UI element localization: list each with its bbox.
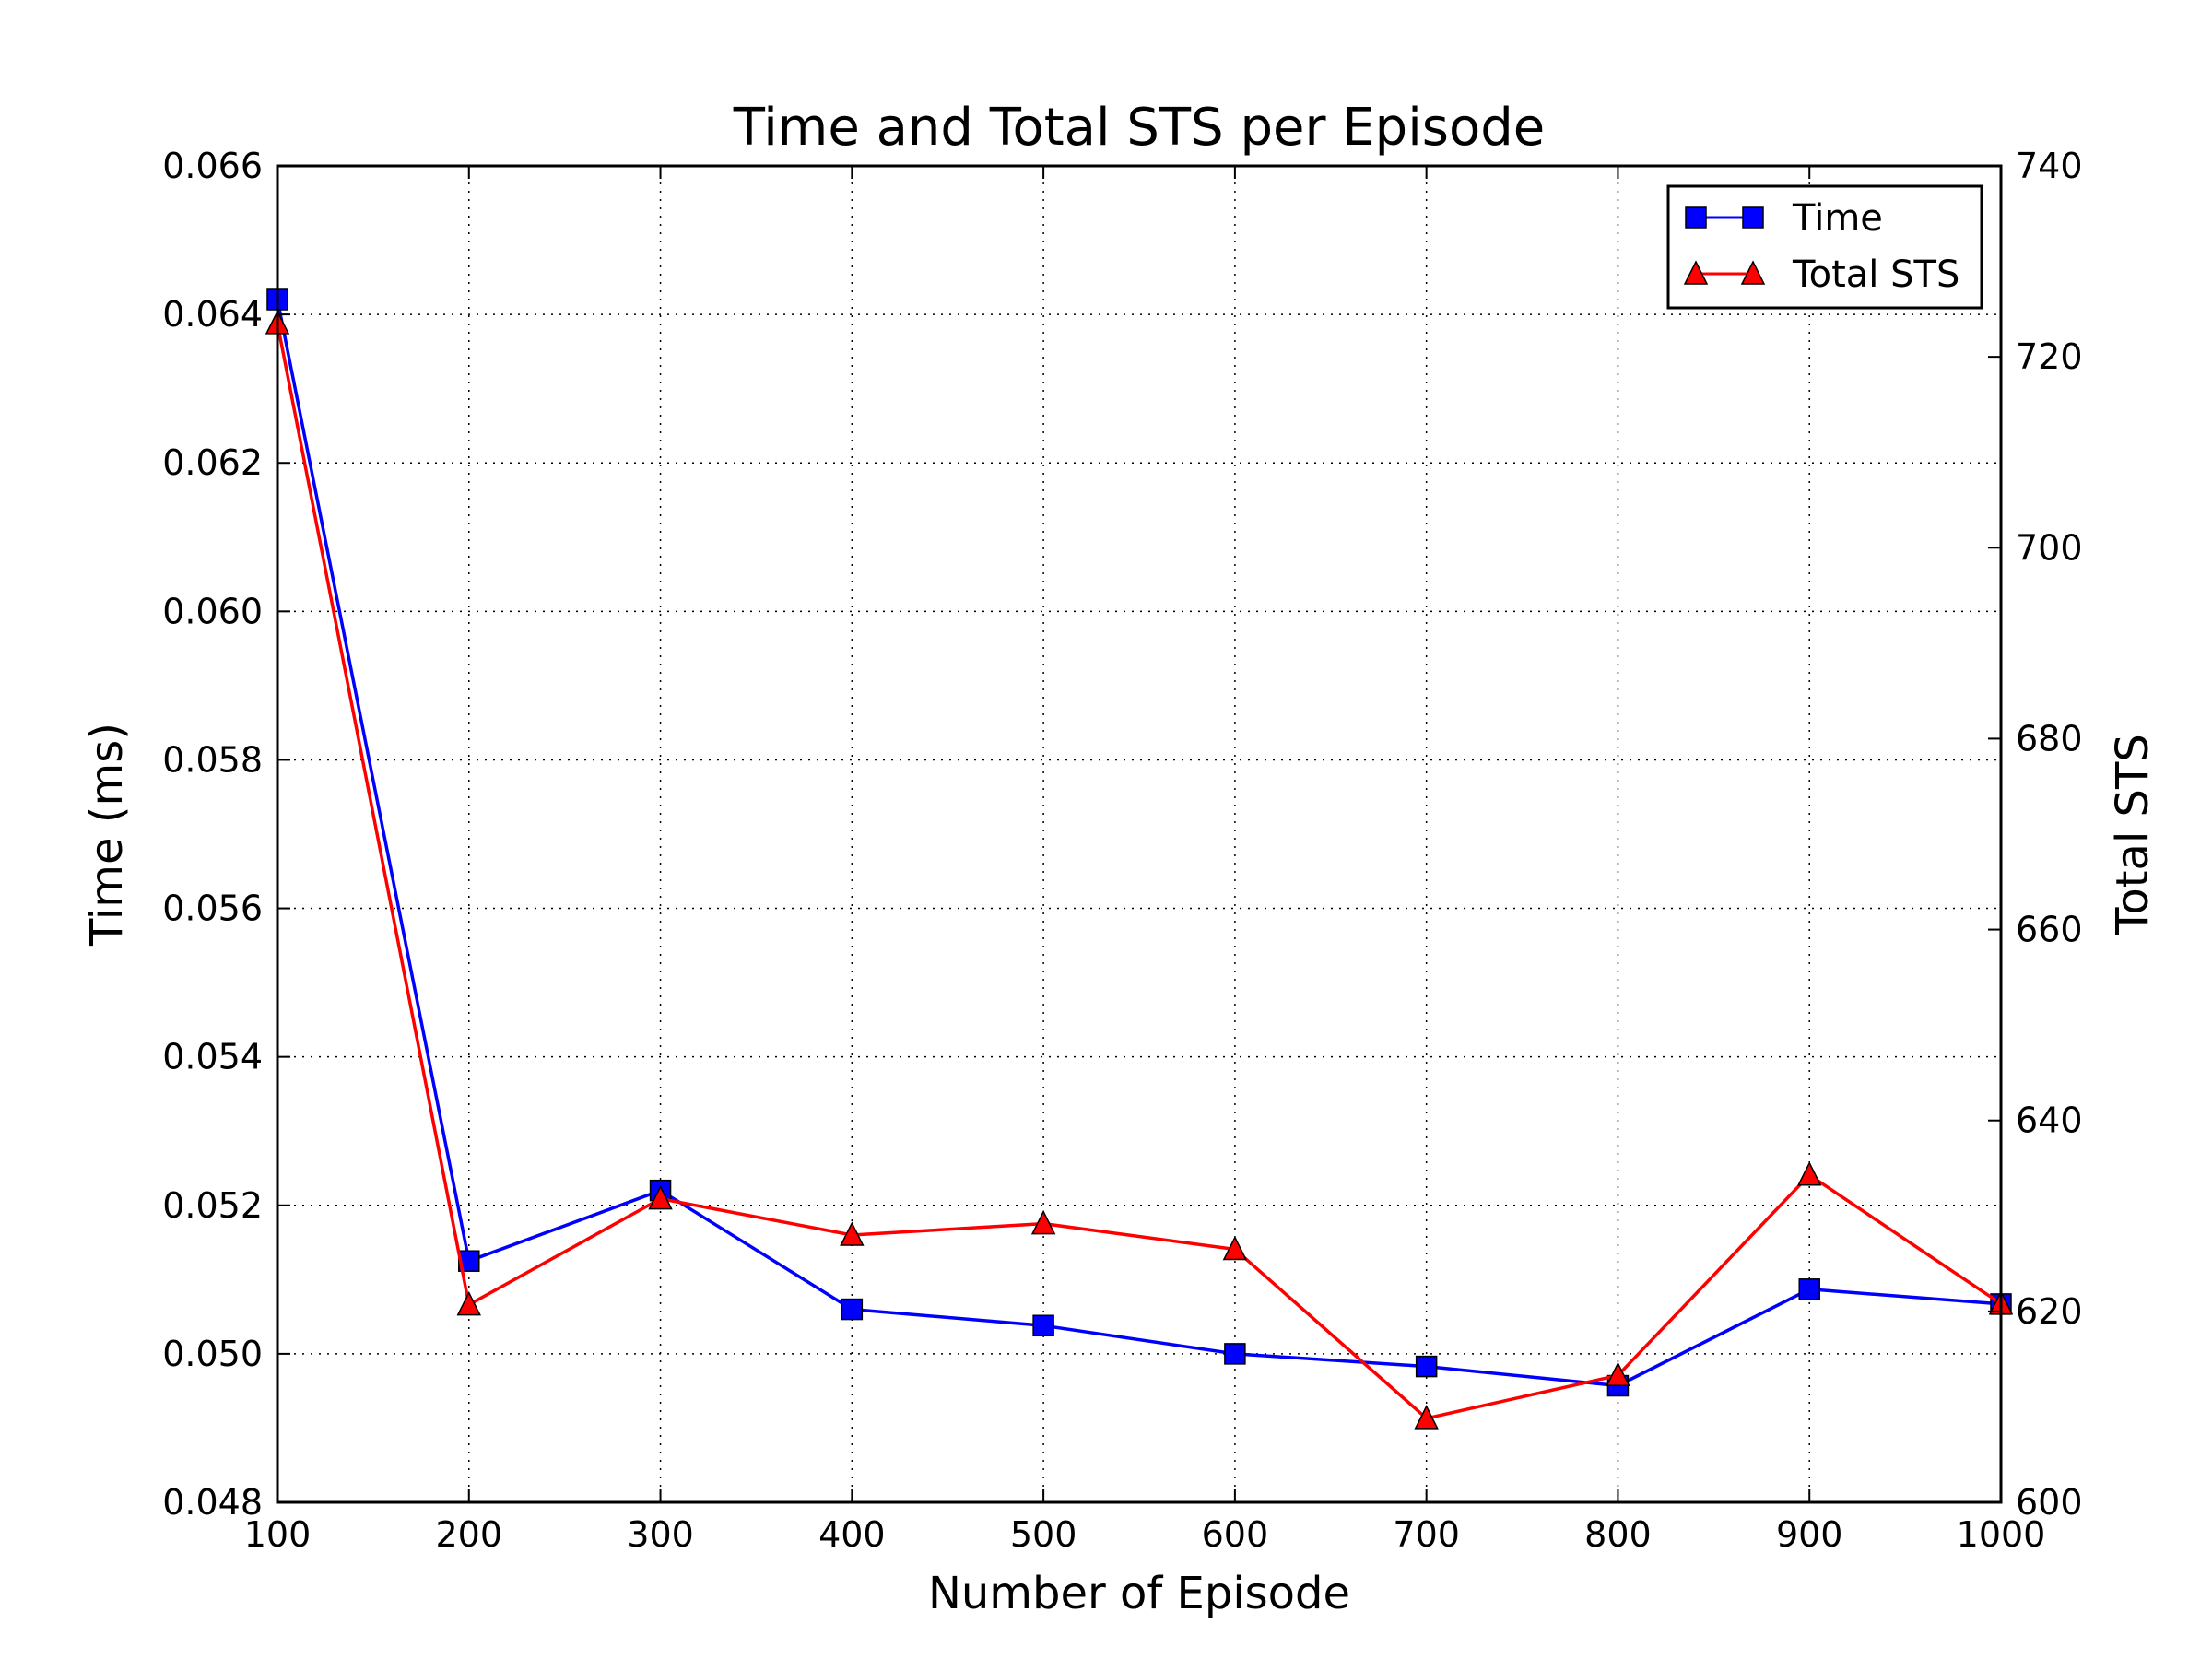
- y-tick-label: 0.060: [162, 591, 263, 631]
- y2-tick-label: 700: [2016, 527, 2083, 568]
- legend-label-total-sts: Total STS: [1792, 253, 1959, 296]
- y-axis-label: Time (ms): [81, 723, 133, 947]
- legend-marker-total-sts: [1740, 260, 1766, 285]
- x-tick-label: 800: [1584, 1514, 1652, 1555]
- legend: Time Total STS: [1666, 184, 1983, 310]
- legend-box: [1666, 184, 1983, 310]
- x-tick-label: 700: [1393, 1514, 1460, 1555]
- y2-tick-label: 680: [2016, 718, 2083, 759]
- y2-tick-label: 720: [2016, 336, 2083, 377]
- x-tick-label: 400: [818, 1514, 886, 1555]
- data-point-total-sts: [1222, 1235, 1248, 1261]
- series-line-time: [276, 299, 2002, 1388]
- x-tick-label: 1000: [1957, 1514, 2046, 1555]
- y-tick-label: 0.054: [162, 1037, 263, 1077]
- y-tick-label: 0.048: [162, 1482, 263, 1523]
- legend-marker-total-sts: [1683, 260, 1709, 285]
- chart-title: Time and Total STS per Episode: [733, 98, 1545, 158]
- y-tick-label: 0.056: [162, 888, 263, 929]
- y-tick-label: 0.050: [162, 1334, 263, 1374]
- data-point-total-sts: [456, 1290, 481, 1316]
- data-point-total-sts: [1030, 1209, 1056, 1235]
- x-tick-label: 200: [436, 1514, 503, 1555]
- y2-tick-label: 620: [2016, 1291, 2083, 1332]
- y-tick-label: 0.058: [162, 739, 263, 780]
- y-tick-label: 0.052: [162, 1185, 263, 1226]
- y2-tick-label: 600: [2016, 1482, 2083, 1523]
- legend-marker-time: [1685, 206, 1707, 229]
- data-point-total-sts: [1414, 1405, 1439, 1430]
- legend-item-time: Time: [1685, 197, 1883, 240]
- y2-axis-label: Total STS: [2107, 734, 2159, 935]
- x-tick-label: 300: [627, 1514, 694, 1555]
- y-tick-label: 0.062: [162, 442, 263, 483]
- data-point-time: [1032, 1314, 1054, 1337]
- x-tick-label: 500: [1010, 1514, 1077, 1555]
- axes: 100 200 300 400 500 600 700 800 900 1000 0.048 0.05…: [162, 146, 2082, 1555]
- data-point-time: [1415, 1355, 1438, 1378]
- data-point-time: [841, 1298, 864, 1321]
- y2-tick-label: 640: [2016, 1100, 2083, 1141]
- legend-item-total-sts: Total STS: [1683, 253, 1959, 296]
- legend-marker-time: [1742, 206, 1764, 229]
- y2-tick-label: 740: [2016, 146, 2083, 186]
- data-point-time: [1798, 1278, 1820, 1300]
- x-tick-label: 100: [244, 1514, 312, 1555]
- legend-label-time: Time: [1792, 197, 1883, 240]
- plot-frame: [276, 164, 2003, 1504]
- data-point-total-sts: [648, 1184, 673, 1210]
- data-point-time: [1224, 1343, 1246, 1365]
- x-tick-label: 600: [1202, 1514, 1269, 1555]
- data-point-total-sts: [1606, 1361, 1630, 1386]
- data-point-total-sts: [840, 1221, 865, 1246]
- y-tick-label: 0.064: [162, 294, 263, 335]
- data-point-total-sts: [1797, 1161, 1822, 1186]
- series-line-total-sts: [276, 323, 2002, 1420]
- x-axis-label: Number of Episode: [928, 1568, 1350, 1619]
- y2-tick-label: 660: [2016, 910, 2083, 950]
- grid: [277, 166, 2001, 1502]
- x-tick-label: 900: [1776, 1514, 1843, 1555]
- y-tick-label: 0.066: [162, 146, 263, 186]
